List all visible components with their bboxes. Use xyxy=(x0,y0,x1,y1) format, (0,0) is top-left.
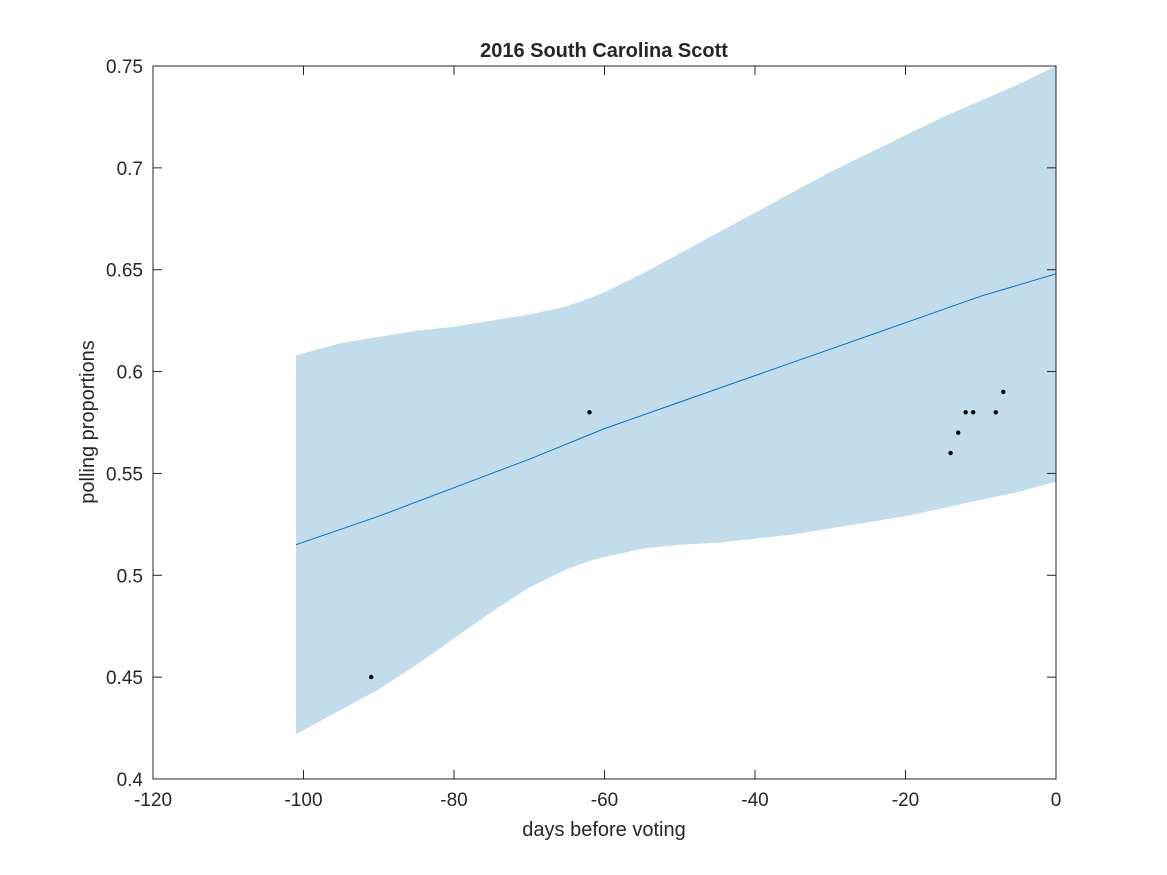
y-axis-label: polling proportions xyxy=(77,340,99,503)
y-tick-label: 0.45 xyxy=(106,668,143,689)
y-tick-label: 0.55 xyxy=(106,464,143,485)
y-tick-label: 0.65 xyxy=(106,261,143,282)
poll-points-layer xyxy=(369,389,1006,680)
poll-point xyxy=(963,410,968,415)
confidence-band-layer xyxy=(296,66,1056,735)
y-tick-label: 0.7 xyxy=(117,159,143,180)
poll-point xyxy=(948,450,953,456)
poll-point xyxy=(587,410,592,415)
confidence-band xyxy=(296,66,1056,735)
y-tick-label: 0.4 xyxy=(117,770,144,791)
x-tick-label: 0 xyxy=(1051,790,1062,811)
poll-point xyxy=(956,430,961,435)
x-tick-label: -120 xyxy=(134,790,172,811)
y-tick-label: 0.5 xyxy=(117,566,143,587)
x-tick-label: -20 xyxy=(892,790,919,811)
axes xyxy=(152,65,1057,780)
trend-line-layer xyxy=(295,273,1057,546)
y-tick-label: 0.6 xyxy=(117,363,143,384)
tick-labels: -120 -100 -80 -60 -40 -20 0 0.4 0.45 0.5 0.55 0.6 0.… xyxy=(106,57,1061,811)
poll-point xyxy=(369,674,374,680)
x-axis-label: days before voting xyxy=(522,819,685,841)
poll-point xyxy=(993,410,998,415)
poll-point xyxy=(1001,389,1006,395)
x-tick-label: -40 xyxy=(741,790,768,811)
poll-point xyxy=(971,410,976,415)
trend-line xyxy=(295,273,1057,546)
x-tick-label: -80 xyxy=(440,790,467,811)
x-tick-label: -60 xyxy=(591,790,618,811)
x-tick-label: -100 xyxy=(284,790,322,811)
y-tick-label: 0.75 xyxy=(106,57,143,78)
chart-title: 2016 South Carolina Scott xyxy=(480,40,728,62)
